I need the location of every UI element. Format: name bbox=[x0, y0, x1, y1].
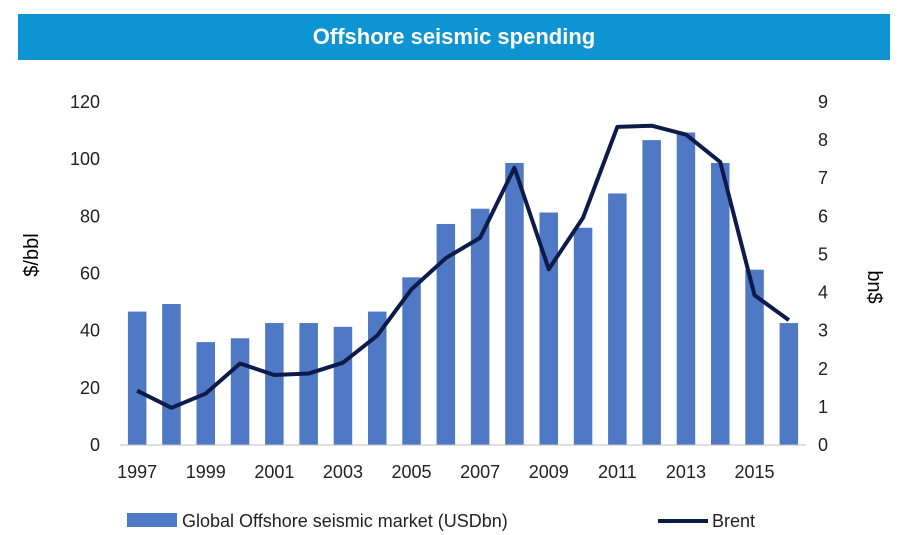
left-tick-label: 80 bbox=[80, 206, 100, 226]
bar-2011 bbox=[608, 193, 627, 445]
bar-1998 bbox=[162, 304, 181, 445]
bar-2005 bbox=[402, 277, 421, 445]
x-tick-label: 2013 bbox=[666, 462, 706, 482]
x-tick-label: 2009 bbox=[529, 462, 569, 482]
right-tick-label: 2 bbox=[818, 359, 828, 379]
right-tick-label: 3 bbox=[818, 321, 828, 341]
x-tick-label: 2005 bbox=[392, 462, 432, 482]
bar-2012 bbox=[642, 140, 661, 445]
left-tick-label: 120 bbox=[70, 92, 100, 112]
x-axis: 1997 1999 2001 2003 2005 2007 2009 2011 2013 2015 bbox=[117, 462, 774, 482]
bar-2008 bbox=[505, 163, 524, 445]
bar-2013 bbox=[677, 132, 696, 445]
right-tick-label: 7 bbox=[818, 168, 828, 188]
bar-2004 bbox=[368, 312, 387, 445]
bar-2001 bbox=[265, 323, 284, 445]
left-tick-label: 60 bbox=[80, 264, 100, 284]
right-tick-label: 9 bbox=[818, 92, 828, 112]
right-axis-label: bn$ bbox=[863, 270, 885, 303]
bar-series bbox=[128, 132, 798, 445]
right-tick-label: 1 bbox=[818, 397, 828, 417]
right-tick-label: 6 bbox=[818, 206, 828, 226]
left-tick-label: 100 bbox=[70, 149, 100, 169]
legend-bar-label: Global Offshore seismic market (USDbn) bbox=[182, 511, 508, 531]
left-y-axis: 0 20 40 60 80 100 120 bbox=[70, 92, 100, 455]
x-tick-label: 2001 bbox=[254, 462, 294, 482]
bar-2007 bbox=[471, 209, 490, 445]
bar-2003 bbox=[334, 327, 353, 445]
left-tick-label: 0 bbox=[90, 435, 100, 455]
right-tick-label: 5 bbox=[818, 244, 828, 264]
legend: Global Offshore seismic market (USDbn) B… bbox=[127, 511, 755, 531]
right-tick-label: 4 bbox=[818, 283, 828, 303]
legend-bar-swatch bbox=[127, 513, 177, 527]
right-y-axis: 0 1 2 3 4 5 6 7 8 9 bbox=[818, 92, 828, 455]
right-tick-label: 0 bbox=[818, 435, 828, 455]
x-tick-label: 2007 bbox=[460, 462, 500, 482]
bar-2016 bbox=[780, 323, 799, 445]
right-tick-label: 8 bbox=[818, 130, 828, 150]
left-axis-label: $/bbl bbox=[21, 233, 43, 276]
bar-2010 bbox=[574, 228, 593, 445]
x-tick-label: 1997 bbox=[117, 462, 157, 482]
bar-2002 bbox=[299, 323, 318, 445]
legend-line-label: Brent bbox=[712, 511, 755, 531]
left-tick-label: 40 bbox=[80, 321, 100, 341]
left-tick-label: 20 bbox=[80, 378, 100, 398]
x-tick-label: 1999 bbox=[186, 462, 226, 482]
bar-2000 bbox=[231, 338, 250, 445]
bar-2014 bbox=[711, 163, 730, 445]
x-tick-label: 2011 bbox=[598, 462, 637, 482]
bar-1997 bbox=[128, 312, 146, 445]
x-tick-label: 2003 bbox=[323, 462, 363, 482]
x-tick-label: 2015 bbox=[735, 462, 775, 482]
